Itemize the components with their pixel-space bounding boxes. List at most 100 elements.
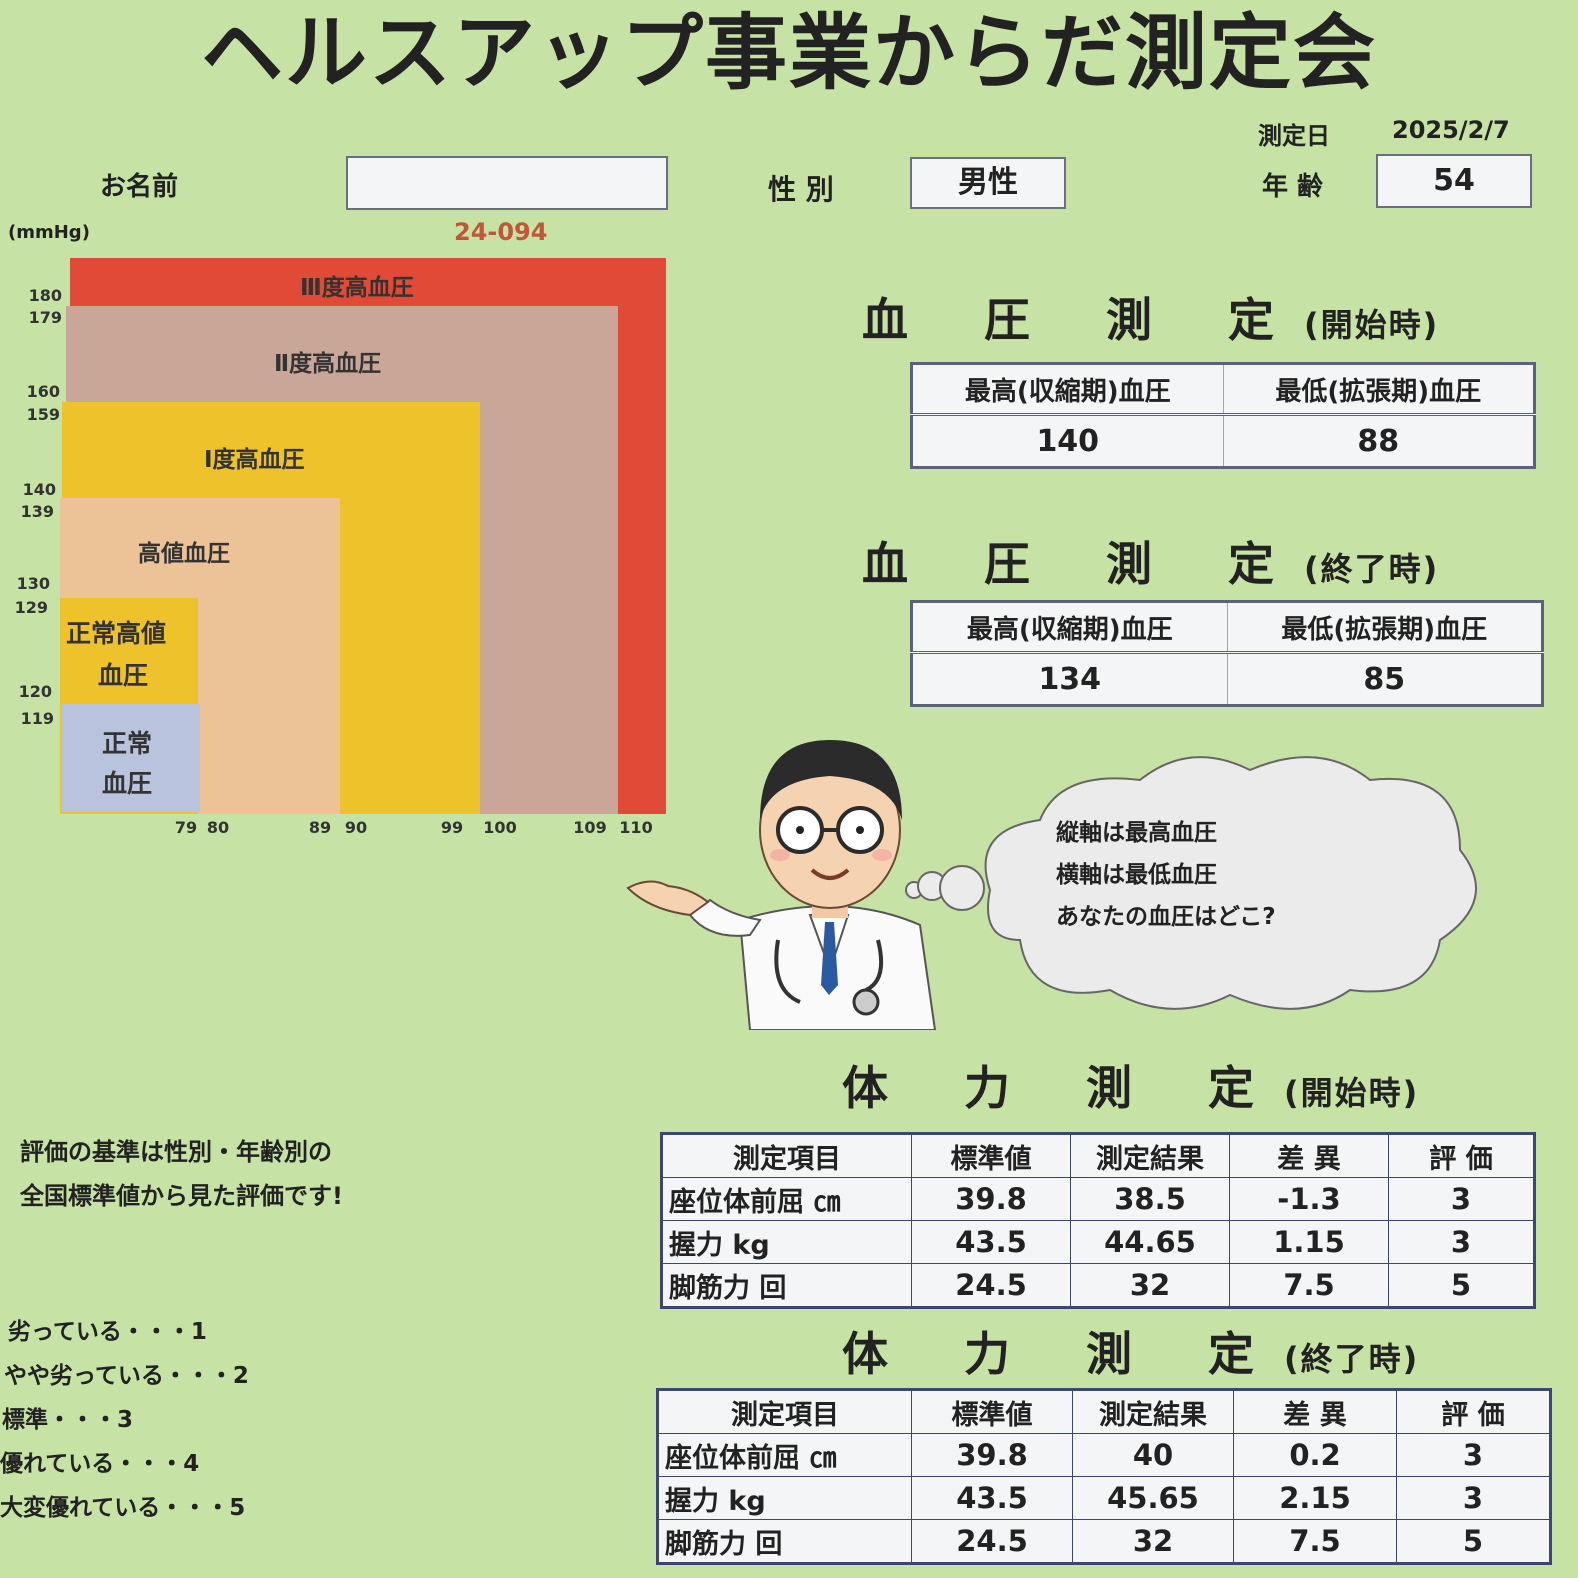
rating-scale-4: 優れている・・・4 <box>0 1451 200 1477</box>
cell-diff: 2.15 <box>1233 1476 1397 1520</box>
name-label: お名前 <box>100 172 179 202</box>
y-tick: 119 <box>20 709 54 728</box>
y-tick: 120 <box>18 682 52 701</box>
cell-standard: 24.5 <box>911 1519 1073 1564</box>
cloud-line-3: あなたの血圧はどこ? <box>1056 904 1276 930</box>
cell-standard: 39.8 <box>911 1177 1071 1221</box>
col-item: 測定項目 <box>661 1133 912 1178</box>
id-code: 24-094 <box>454 218 548 246</box>
cell-result: 38.5 <box>1070 1177 1230 1221</box>
x-tick: 89 <box>308 818 332 837</box>
date-value: 2025/2/7 <box>1392 116 1510 144</box>
zone-grade1-label: Ⅰ度高血圧 <box>204 447 305 473</box>
table-row: 脚筋力 回 24.5 32 7.5 5 <box>657 1519 1551 1564</box>
age-field: 54 <box>1376 154 1532 208</box>
cell-item: 脚筋力 回 <box>657 1519 912 1564</box>
table-row: 脚筋力 回 24.5 32 7.5 5 <box>661 1263 1535 1308</box>
systolic-value: 140 <box>911 414 1224 468</box>
cell-diff: 1.15 <box>1229 1220 1389 1264</box>
zone-grade2-label: Ⅱ度高血圧 <box>274 351 382 377</box>
bp-start-title: 血 圧 測 定(開始時) <box>862 293 1440 347</box>
cell-diff: 7.5 <box>1233 1519 1397 1564</box>
table-row: 座位体前屈 ㎝ 39.8 38.5 -1.3 3 <box>661 1177 1535 1221</box>
cloud-line-2: 横軸は最低血圧 <box>1056 862 1217 888</box>
bp-end-title: 血 圧 測 定(終了時) <box>862 537 1440 591</box>
zone-normal-high-label-2: 血圧 <box>98 661 149 690</box>
col-systolic: 最高(収縮期)血圧 <box>911 363 1224 416</box>
bp-start-table: 最高(収縮期)血圧 最低(拡張期)血圧 140 88 <box>910 362 1536 469</box>
rating-scale-2: やや劣っている・・・2 <box>4 1363 249 1389</box>
cell-standard: 43.5 <box>911 1476 1073 1520</box>
name-field <box>346 156 668 210</box>
cell-result: 40 <box>1072 1433 1234 1477</box>
date-label: 測定日 <box>1258 122 1330 150</box>
x-tick: 100 <box>483 818 517 837</box>
x-tick: 109 <box>573 818 607 837</box>
col-diastolic: 最低(拡張期)血圧 <box>1227 601 1543 654</box>
zone-normal <box>62 704 200 812</box>
table-header-row: 測定項目 標準値 測定結果 差 異 評 価 <box>657 1389 1551 1434</box>
thought-cloud <box>905 756 1477 1010</box>
cell-item: 座位体前屈 ㎝ <box>657 1433 912 1477</box>
zone-normal-label-1: 正常 <box>102 729 153 758</box>
evaluation-note: 評価の基準は性別・年齢別の 全国標準値から見た評価です! <box>20 1130 343 1218</box>
table-row: 握力 kg 43.5 45.65 2.15 3 <box>657 1476 1551 1520</box>
rating-scale-3: 標準・・・3 <box>2 1407 134 1433</box>
cell-diff: 7.5 <box>1229 1263 1389 1308</box>
col-result: 測定結果 <box>1072 1389 1234 1434</box>
table-row: 握力 kg 43.5 44.65 1.15 3 <box>661 1220 1535 1264</box>
cell-result: 44.65 <box>1070 1220 1230 1264</box>
y-tick: 139 <box>20 502 54 521</box>
cell-item: 握力 kg <box>657 1476 912 1520</box>
cell-result: 32 <box>1072 1519 1234 1564</box>
cell-item: 座位体前屈 ㎝ <box>661 1177 912 1221</box>
col-diastolic: 最低(拡張期)血圧 <box>1223 363 1535 416</box>
cell-standard: 43.5 <box>911 1220 1071 1264</box>
cloud-line-1: 縦軸は最高血圧 <box>1056 820 1217 846</box>
cell-result: 45.65 <box>1072 1476 1234 1520</box>
cell-item: 握力 kg <box>661 1220 912 1264</box>
y-tick: 129 <box>14 598 48 617</box>
cell-diff: -1.3 <box>1229 1177 1389 1221</box>
table-header-row: 測定項目 標準値 測定結果 差 異 評 価 <box>661 1133 1535 1178</box>
rating-scale-5: 大変優れている・・・5 <box>0 1495 246 1521</box>
cell-diff: 0.2 <box>1233 1433 1397 1477</box>
age-label: 年 齢 <box>1262 172 1324 202</box>
doctor-illustration <box>626 740 937 1030</box>
cell-standard: 24.5 <box>911 1263 1071 1308</box>
note-line-1: 評価の基準は性別・年齢別の <box>20 1138 332 1166</box>
x-tick: 79 <box>174 818 198 837</box>
fitness-end-title: 体 力 測 定(終了時) <box>842 1327 1420 1381</box>
rating-scale-1: 劣っている・・・1 <box>8 1319 207 1345</box>
page-title: ヘルスアップ事業からだ測定会 <box>200 6 1377 101</box>
bp-end-table: 最高(収縮期)血圧 最低(拡張期)血圧 134 85 <box>910 600 1544 707</box>
cell-rating: 3 <box>1396 1476 1551 1520</box>
cell-rating: 3 <box>1388 1220 1535 1264</box>
col-systolic: 最高(収縮期)血圧 <box>911 601 1228 654</box>
cloud-text: 縦軸は最高血圧 横軸は最低血圧 あなたの血圧はどこ? <box>1056 812 1276 938</box>
y-tick: 130 <box>16 574 50 593</box>
cell-rating: 5 <box>1388 1263 1535 1308</box>
y-tick: 140 <box>22 480 56 499</box>
table-row: 座位体前屈 ㎝ 39.8 40 0.2 3 <box>657 1433 1551 1477</box>
y-tick: 160 <box>26 382 60 401</box>
note-line-2: 全国標準値から見た評価です! <box>20 1182 343 1210</box>
cell-rating: 5 <box>1396 1519 1551 1564</box>
cell-rating: 3 <box>1396 1433 1551 1477</box>
zone-normal-label-2: 血圧 <box>102 769 153 798</box>
col-standard: 標準値 <box>911 1133 1071 1178</box>
col-item: 測定項目 <box>657 1389 912 1434</box>
col-result: 測定結果 <box>1070 1133 1230 1178</box>
col-standard: 標準値 <box>911 1389 1073 1434</box>
y-tick: 179 <box>28 308 62 327</box>
diastolic-value: 88 <box>1223 414 1535 468</box>
fitness-end-table: 測定項目 標準値 測定結果 差 異 評 価 座位体前屈 ㎝ 39.8 40 0.… <box>656 1388 1552 1565</box>
col-rating: 評 価 <box>1388 1133 1535 1178</box>
x-tick: 99 <box>440 818 464 837</box>
col-diff: 差 異 <box>1233 1389 1397 1434</box>
zone-high-normal-label: 高値血圧 <box>138 541 230 567</box>
diastolic-value: 85 <box>1227 652 1543 706</box>
col-rating: 評 価 <box>1396 1389 1551 1434</box>
fitness-start-table: 測定項目 標準値 測定結果 差 異 評 価 座位体前屈 ㎝ 39.8 38.5 … <box>660 1132 1536 1309</box>
cell-result: 32 <box>1070 1263 1230 1308</box>
